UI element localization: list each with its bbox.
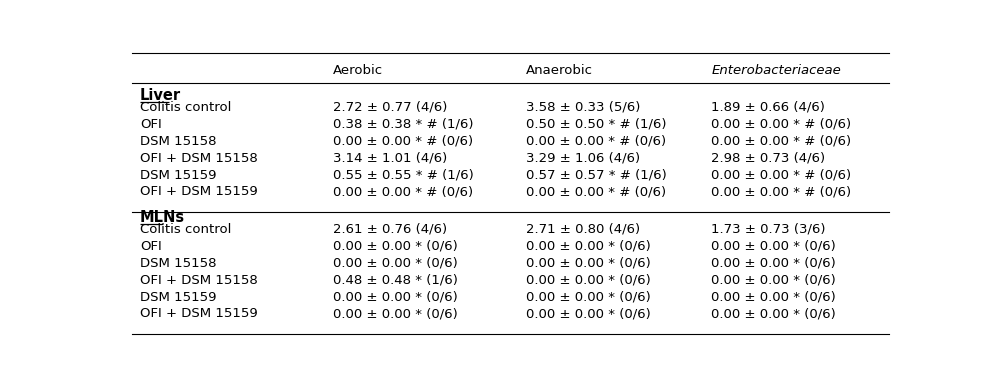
- Text: 3.29 ± 1.06 (4/6): 3.29 ± 1.06 (4/6): [526, 152, 640, 164]
- Text: 0.00 ± 0.00 * (0/6): 0.00 ± 0.00 * (0/6): [526, 257, 650, 270]
- Text: 0.00 ± 0.00 * (0/6): 0.00 ± 0.00 * (0/6): [526, 274, 650, 287]
- Text: 0.00 ± 0.00 * (0/6): 0.00 ± 0.00 * (0/6): [333, 240, 458, 253]
- Text: 0.50 ± 0.50 * # (1/6): 0.50 ± 0.50 * # (1/6): [526, 118, 666, 131]
- Text: 0.38 ± 0.38 * # (1/6): 0.38 ± 0.38 * # (1/6): [333, 118, 473, 131]
- Text: 0.00 ± 0.00 * (0/6): 0.00 ± 0.00 * (0/6): [711, 307, 836, 321]
- Text: 0.48 ± 0.48 * (1/6): 0.48 ± 0.48 * (1/6): [333, 274, 458, 287]
- Text: 0.00 ± 0.00 * (0/6): 0.00 ± 0.00 * (0/6): [526, 240, 650, 253]
- Text: DSM 15158: DSM 15158: [139, 135, 216, 148]
- Text: OFI + DSM 15159: OFI + DSM 15159: [139, 185, 258, 199]
- Text: 3.58 ± 0.33 (5/6): 3.58 ± 0.33 (5/6): [526, 101, 640, 114]
- Text: OFI + DSM 15158: OFI + DSM 15158: [139, 152, 258, 164]
- Text: 0.00 ± 0.00 * # (0/6): 0.00 ± 0.00 * # (0/6): [333, 135, 473, 148]
- Text: 2.98 ± 0.73 (4/6): 2.98 ± 0.73 (4/6): [711, 152, 826, 164]
- Text: Anaerobic: Anaerobic: [526, 64, 593, 77]
- Text: OFI: OFI: [139, 240, 161, 253]
- Text: DSM 15159: DSM 15159: [139, 169, 216, 182]
- Text: DSM 15159: DSM 15159: [139, 291, 216, 304]
- Text: 0.00 ± 0.00 * (0/6): 0.00 ± 0.00 * (0/6): [711, 274, 836, 287]
- Text: 0.00 ± 0.00 * # (0/6): 0.00 ± 0.00 * # (0/6): [711, 135, 852, 148]
- Text: OFI: OFI: [139, 118, 161, 131]
- Text: OFI + DSM 15159: OFI + DSM 15159: [139, 307, 258, 321]
- Text: 1.89 ± 0.66 (4/6): 1.89 ± 0.66 (4/6): [711, 101, 825, 114]
- Text: 0.00 ± 0.00 * # (0/6): 0.00 ± 0.00 * # (0/6): [711, 118, 852, 131]
- Text: 0.00 ± 0.00 * # (0/6): 0.00 ± 0.00 * # (0/6): [526, 135, 666, 148]
- Text: 0.00 ± 0.00 * # (0/6): 0.00 ± 0.00 * # (0/6): [711, 185, 852, 199]
- Text: Aerobic: Aerobic: [333, 64, 383, 77]
- Text: Colitis control: Colitis control: [139, 223, 231, 236]
- Text: 0.00 ± 0.00 * (0/6): 0.00 ± 0.00 * (0/6): [333, 257, 458, 270]
- Text: 0.00 ± 0.00 * # (0/6): 0.00 ± 0.00 * # (0/6): [333, 185, 473, 199]
- Text: 0.00 ± 0.00 * (0/6): 0.00 ± 0.00 * (0/6): [711, 257, 836, 270]
- Text: 3.14 ± 1.01 (4/6): 3.14 ± 1.01 (4/6): [333, 152, 447, 164]
- Text: 0.55 ± 0.55 * # (1/6): 0.55 ± 0.55 * # (1/6): [333, 169, 474, 182]
- Text: 1.73 ± 0.73 (3/6): 1.73 ± 0.73 (3/6): [711, 223, 826, 236]
- Text: 0.57 ± 0.57 * # (1/6): 0.57 ± 0.57 * # (1/6): [526, 169, 666, 182]
- Text: 0.00 ± 0.00 * (0/6): 0.00 ± 0.00 * (0/6): [711, 291, 836, 304]
- Text: 2.61 ± 0.76 (4/6): 2.61 ± 0.76 (4/6): [333, 223, 447, 236]
- Text: MLNs: MLNs: [139, 210, 185, 225]
- Text: 0.00 ± 0.00 * # (0/6): 0.00 ± 0.00 * # (0/6): [711, 169, 852, 182]
- Text: 0.00 ± 0.00 * # (0/6): 0.00 ± 0.00 * # (0/6): [526, 185, 666, 199]
- Text: OFI + DSM 15158: OFI + DSM 15158: [139, 274, 258, 287]
- Text: 2.71 ± 0.80 (4/6): 2.71 ± 0.80 (4/6): [526, 223, 640, 236]
- Text: 0.00 ± 0.00 * (0/6): 0.00 ± 0.00 * (0/6): [526, 307, 650, 321]
- Text: Colitis control: Colitis control: [139, 101, 231, 114]
- Text: 0.00 ± 0.00 * (0/6): 0.00 ± 0.00 * (0/6): [711, 240, 836, 253]
- Text: 0.00 ± 0.00 * (0/6): 0.00 ± 0.00 * (0/6): [333, 291, 458, 304]
- Text: Liver: Liver: [139, 88, 181, 103]
- Text: 0.00 ± 0.00 * (0/6): 0.00 ± 0.00 * (0/6): [333, 307, 458, 321]
- Text: 2.72 ± 0.77 (4/6): 2.72 ± 0.77 (4/6): [333, 101, 447, 114]
- Text: 0.00 ± 0.00 * (0/6): 0.00 ± 0.00 * (0/6): [526, 291, 650, 304]
- Text: DSM 15158: DSM 15158: [139, 257, 216, 270]
- Text: Enterobacteriaceae: Enterobacteriaceae: [711, 64, 841, 77]
